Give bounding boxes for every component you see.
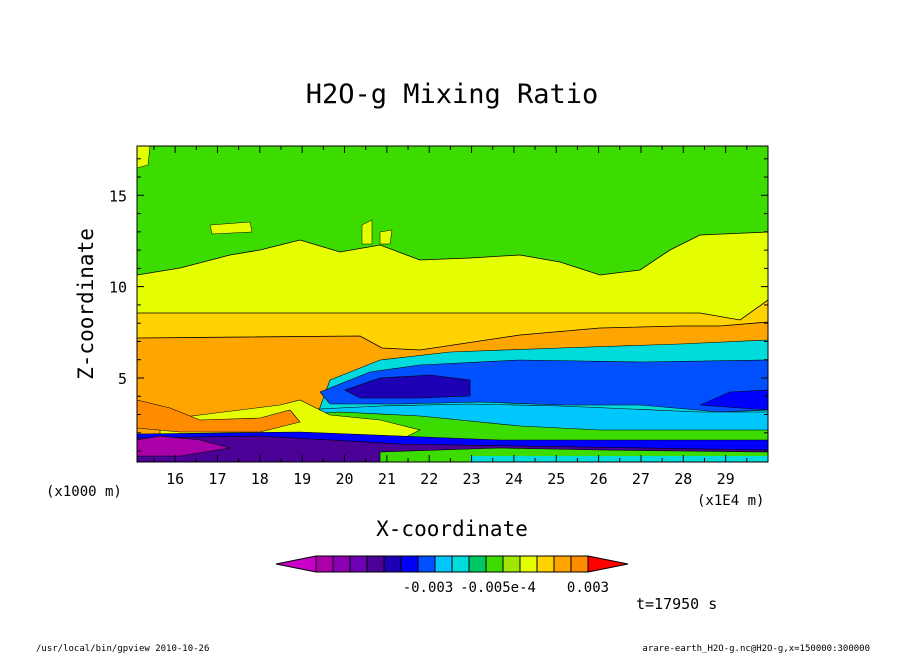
chart-title: H2O-g Mixing Ratio <box>306 79 599 110</box>
colorbar-segment <box>485 555 504 573</box>
x-tick-label: 18 <box>251 470 269 488</box>
x-tick-label: 20 <box>335 470 353 488</box>
colorbar-segment <box>417 555 436 573</box>
field-navy-core <box>344 374 471 399</box>
colorbar-segment <box>383 555 402 573</box>
x-tick-label: 26 <box>590 470 608 488</box>
field-orange-lower-left <box>137 399 301 433</box>
y-tick-label: 10 <box>109 279 127 297</box>
colorbar-segment <box>451 555 470 573</box>
colorbar-segment <box>315 555 334 573</box>
x-axis: 16 17 18 19 20 21 22 23 24 25 26 27 28 29 <box>153 146 748 488</box>
colorbar-segment <box>553 555 572 573</box>
y-tick-label: 15 <box>109 187 127 205</box>
colorbar-segment <box>332 555 351 573</box>
x-axis-label: X-coordinate <box>376 517 528 541</box>
colorbar: -0.003 -0.005e-4 0.003 <box>275 555 629 596</box>
x-tick-label: 27 <box>632 470 650 488</box>
colorbar-tick-label: -0.005e-4 <box>460 580 536 596</box>
x-tick-label: 21 <box>378 470 396 488</box>
footer-left: /usr/local/bin/gpview 2010-10-26 <box>36 644 209 654</box>
time-label: t=17950 s <box>636 595 717 613</box>
colorbar-segment <box>349 555 368 573</box>
colorbar-segment <box>400 555 419 573</box>
plot-area <box>137 146 768 462</box>
x-tick-label: 19 <box>293 470 311 488</box>
x-unit-label: (x1E4 m) <box>697 493 764 509</box>
field-cyan-surface <box>470 456 768 462</box>
colorbar-right-arrow <box>587 555 629 573</box>
colorbar-segment <box>468 555 487 573</box>
y-tick-label: 5 <box>118 370 127 388</box>
field-purple-surface <box>137 435 231 457</box>
x-tick-label: 24 <box>505 470 523 488</box>
x-tick-label: 16 <box>166 470 184 488</box>
x-tick-label: 28 <box>674 470 692 488</box>
x-tick-label: 22 <box>420 470 438 488</box>
colorbar-segment <box>434 555 453 573</box>
colorbar-segment <box>536 555 555 573</box>
x-tick-label: 23 <box>463 470 481 488</box>
colorbar-tick-label: 0.003 <box>567 580 609 596</box>
x-tick-label: 29 <box>717 470 735 488</box>
y-axis: 5 10 15 <box>109 158 768 452</box>
colorbar-segment <box>502 555 521 573</box>
colorbar-segment <box>366 555 385 573</box>
field-deep-blue-core <box>319 359 768 413</box>
y-axis-label: Z-coordinate <box>74 228 98 380</box>
colorbar-segment <box>519 555 538 573</box>
colorbar-tick-label: -0.003 <box>403 580 454 596</box>
field-blue-patches <box>699 389 768 411</box>
y-unit-label: (x1000 m) <box>46 484 122 500</box>
colorbar-segment <box>570 555 589 573</box>
x-tick-label: 25 <box>547 470 565 488</box>
colorbar-left-arrow <box>275 555 317 573</box>
plot-frame <box>136 145 769 463</box>
x-tick-label: 17 <box>208 470 226 488</box>
footer-right: arare-earth_H2O-g.nc@H2O-g,x=150000:3000… <box>642 644 870 654</box>
field-yellow-blobs <box>137 146 393 245</box>
